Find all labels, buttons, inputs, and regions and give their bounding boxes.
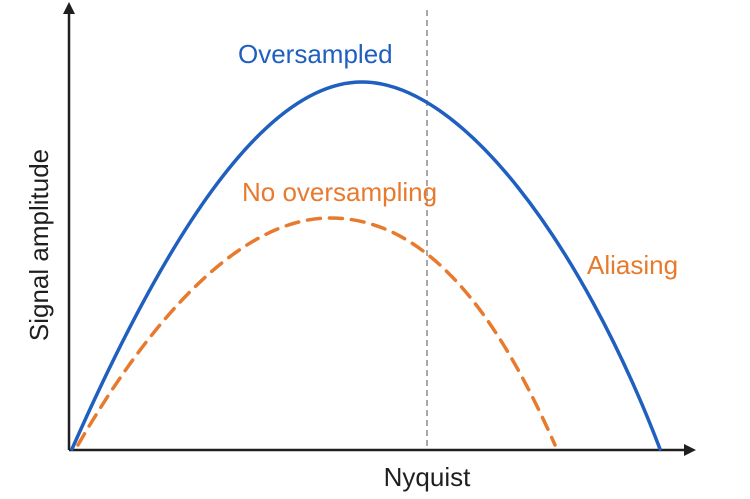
nyquist-tick-label: Nyquist <box>384 462 471 492</box>
y-axis-label: Signal amplitude <box>24 149 54 341</box>
aliasing-label: Aliasing <box>587 250 678 280</box>
oversampled-label: Oversampled <box>238 39 393 69</box>
oversampled-curve <box>70 80 662 451</box>
no-oversampling-label: No oversampling <box>242 177 437 207</box>
no-oversampling-curve <box>76 216 557 447</box>
